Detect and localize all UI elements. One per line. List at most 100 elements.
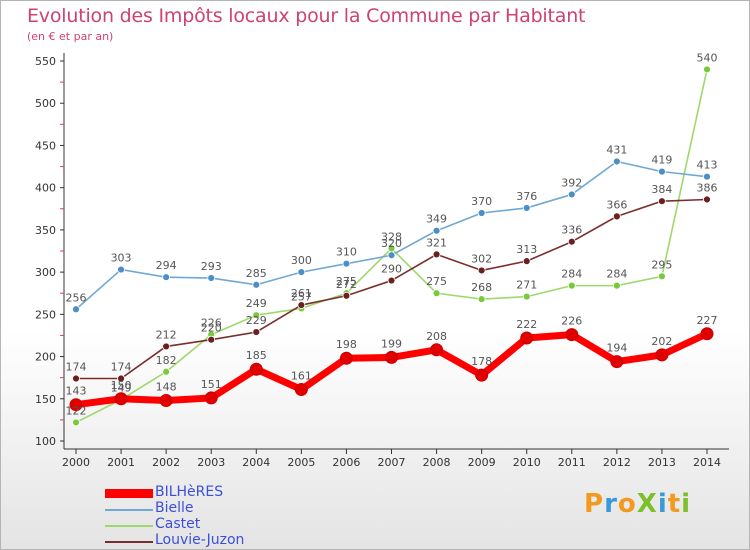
data-label: 275	[336, 275, 357, 288]
data-label: 272	[336, 278, 357, 291]
data-label: 284	[606, 268, 627, 281]
chart-title: Evolution des Impôts locaux pour la Comm…	[27, 5, 586, 27]
data-label: 328	[381, 230, 402, 243]
data-point	[207, 274, 216, 282]
data-label: 300	[291, 254, 312, 267]
y-tick-label: 500	[35, 97, 56, 110]
y-tick-label: 450	[35, 139, 56, 152]
data-point	[658, 197, 666, 206]
legend-swatch	[105, 509, 153, 511]
x-tick-label: 2002	[152, 456, 180, 469]
series-bielle	[72, 157, 711, 314]
logo-letter: i	[681, 489, 692, 519]
data-label: 540	[697, 51, 718, 64]
data-label: 174	[66, 361, 87, 374]
data-point	[297, 301, 306, 309]
y-tick-label: 350	[35, 224, 56, 237]
data-label: 370	[471, 195, 492, 208]
x-tick-label: 2005	[287, 456, 315, 469]
data-point	[567, 190, 576, 199]
data-label: 268	[471, 281, 492, 294]
series-bilheres	[69, 327, 714, 412]
data-label: 336	[561, 224, 582, 237]
data-label: 226	[561, 315, 582, 328]
data-point	[249, 362, 263, 376]
data-label: 303	[111, 252, 132, 265]
data-label: 293	[201, 260, 222, 273]
data-point	[612, 212, 621, 221]
data-point	[430, 343, 444, 357]
data-point	[342, 259, 351, 268]
data-label: 194	[606, 342, 627, 355]
x-axis-ticks: 2000 2001 2002 2003 2004 2005 2006 2007 2008 2009…	[62, 449, 721, 469]
data-point	[252, 280, 261, 289]
legend-swatch	[105, 525, 153, 527]
data-label: 212	[156, 328, 177, 341]
data-point	[703, 195, 711, 204]
data-label: 290	[381, 263, 402, 276]
data-label: 122	[66, 404, 87, 417]
x-tick-label: 2004	[242, 456, 270, 469]
x-tick-label: 2006	[332, 456, 360, 469]
data-label: 208	[426, 330, 447, 343]
data-point	[567, 237, 576, 246]
data-point	[565, 328, 579, 342]
data-point	[162, 367, 171, 376]
data-label: 431	[606, 143, 627, 156]
data-point	[700, 327, 714, 341]
data-point	[159, 393, 173, 407]
x-tick-label: 2009	[468, 456, 496, 469]
data-label: 222	[516, 318, 537, 331]
data-point	[612, 281, 621, 290]
data-label: 275	[426, 275, 447, 288]
data-point	[297, 268, 306, 277]
series-layer	[69, 65, 714, 427]
data-point	[207, 335, 216, 344]
data-point	[432, 289, 441, 298]
x-tick-label: 2003	[197, 456, 225, 469]
logo-letter: P	[584, 489, 605, 519]
data-point	[162, 273, 171, 282]
data-label: 376	[516, 190, 537, 203]
data-label: 295	[651, 258, 672, 271]
data-point	[522, 292, 531, 301]
data-label: 161	[291, 369, 312, 382]
data-point	[387, 276, 396, 285]
y-tick-label: 300	[35, 266, 56, 279]
data-point	[477, 295, 486, 304]
data-point	[612, 157, 621, 166]
data-label: 294	[156, 259, 177, 272]
data-point	[294, 382, 308, 396]
data-label: 386	[697, 181, 718, 194]
data-point	[567, 281, 576, 290]
logo-letter: o	[617, 489, 637, 519]
data-point	[522, 204, 531, 212]
data-point	[703, 172, 711, 181]
data-label: 261	[291, 287, 312, 300]
data-point	[69, 398, 83, 412]
data-label: 151	[201, 378, 222, 391]
data-point	[72, 305, 80, 314]
x-tick-label: 2013	[648, 456, 676, 469]
x-tick-label: 2014	[693, 456, 721, 469]
proxiti-logo: ProXiti	[584, 489, 691, 519]
legend-swatch	[105, 541, 153, 543]
x-tick-label: 2011	[558, 456, 586, 469]
legend-label: Bielle	[155, 500, 194, 516]
data-label: 384	[651, 183, 672, 196]
logo-letter: r	[604, 489, 618, 519]
y-axis-ticks: 100 150 200 250 300 350 400 450 500 550	[35, 55, 64, 448]
data-point	[117, 265, 125, 274]
data-label: 257	[291, 290, 312, 303]
data-label: 310	[336, 246, 357, 259]
x-tick-label: 2001	[107, 456, 135, 469]
data-label: 182	[156, 354, 177, 367]
data-point	[475, 368, 489, 382]
data-point	[703, 65, 711, 74]
data-label: 392	[561, 176, 582, 189]
data-label: 271	[516, 279, 537, 292]
x-tick-label: 2000	[62, 456, 90, 469]
data-point	[252, 328, 261, 336]
x-tick-label: 2012	[603, 456, 631, 469]
